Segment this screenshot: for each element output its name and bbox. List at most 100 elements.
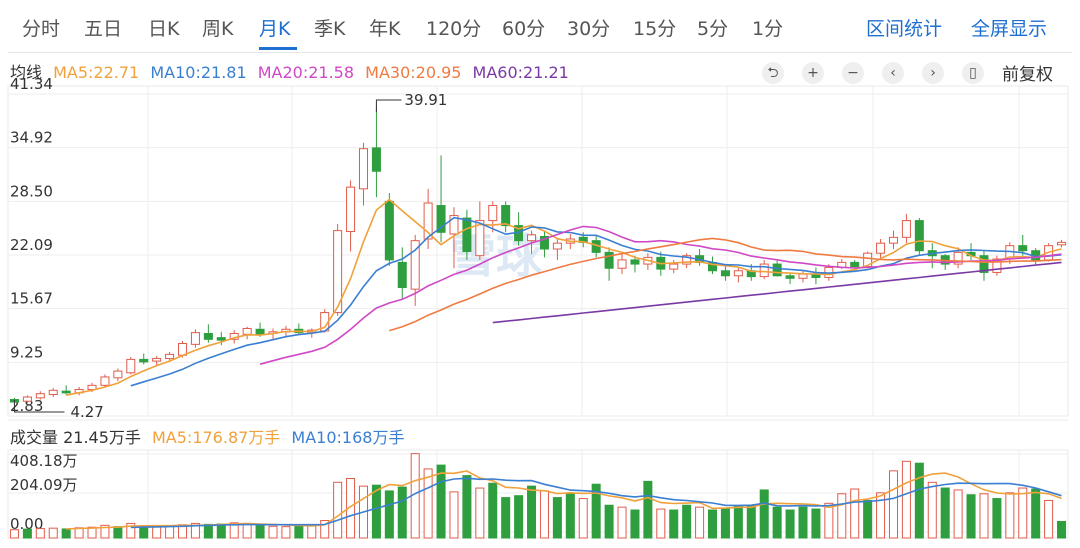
volume-bar [346, 477, 356, 539]
tab-wuri[interactable]: 五日 [84, 18, 123, 40]
candle-body [552, 242, 562, 250]
volume-bar [643, 480, 653, 539]
volume-bar [371, 484, 381, 539]
volume-bar [126, 522, 136, 539]
volume-bar [850, 488, 860, 539]
candle-body [953, 251, 963, 265]
candle-body [772, 263, 782, 277]
ma30-line [389, 237, 1062, 332]
candle-body [255, 328, 265, 335]
volume-bar [824, 502, 834, 539]
volume-bar [785, 509, 795, 539]
candle-body [333, 230, 343, 314]
tab-rik[interactable]: 日K [148, 18, 180, 40]
tab-5min[interactable]: 5分 [697, 18, 729, 40]
volume-bar [837, 493, 847, 539]
candle-body [979, 255, 989, 273]
candle-body [914, 220, 924, 252]
candle-body [371, 147, 381, 172]
price-tick-label: 41.34 [10, 75, 53, 93]
candle-body [759, 263, 769, 278]
tab-120min[interactable]: 120分 [426, 18, 482, 40]
volume-bar [811, 508, 821, 539]
candle-body [901, 220, 911, 238]
volume-bar [242, 522, 252, 539]
candle-body [488, 205, 498, 222]
volume-bar [578, 498, 588, 539]
ma5-line [66, 198, 1062, 396]
volume-bar [423, 468, 433, 539]
candle-body [720, 270, 730, 277]
tabs-divider [8, 52, 1072, 53]
volume-panel-frame [7, 449, 1069, 539]
tab-1min[interactable]: 1分 [752, 18, 784, 40]
volume-ma5-legend: MA5:176.87万手 [152, 428, 281, 447]
volume-bar [940, 487, 950, 539]
candle-body [617, 259, 627, 269]
candle-body [475, 220, 485, 257]
volume-bar [565, 493, 575, 539]
volume-bar [22, 528, 32, 539]
volume-legend: 成交量 21.45万手 MA5:176.87万手 MA10:168万手 [10, 424, 410, 448]
volume-bar [863, 499, 873, 539]
volume-bar [48, 527, 58, 539]
candle-body [449, 215, 459, 235]
scroll-right-icon[interactable]: › [922, 62, 944, 84]
volume-bar [281, 526, 291, 539]
volume-bar [746, 504, 756, 539]
tab-yuek[interactable]: 月K [259, 18, 291, 40]
zoom-out-icon[interactable]: − [842, 62, 864, 84]
ma20-legend: MA20:21.58 [257, 63, 355, 82]
tab-60min[interactable]: 60分 [502, 18, 546, 40]
tab-fenshi[interactable]: 分时 [22, 18, 61, 40]
ma60-line [492, 261, 1062, 324]
volume-bar [501, 497, 511, 539]
volume-bar [100, 524, 110, 539]
volume-bar [255, 524, 265, 539]
scroll-left-icon[interactable]: ‹ [882, 62, 904, 84]
period-tabs: 分时 五日 日K 周K 月K 季K 年K 120分 60分 30分 15分 5分… [0, 0, 1080, 56]
range-stats-link[interactable]: 区间统计 [866, 18, 943, 40]
fullscreen-link[interactable]: 全屏显示 [971, 18, 1048, 40]
candle-body [850, 261, 860, 268]
candle-body [539, 235, 549, 250]
tab-15min[interactable]: 15分 [633, 18, 677, 40]
volume-bar [294, 525, 304, 539]
volume-bar [656, 508, 666, 539]
candle-body [501, 205, 511, 227]
tab-30min[interactable]: 30分 [567, 18, 611, 40]
volume-bar [617, 506, 627, 539]
candle-body [397, 261, 407, 288]
volume-bar [1044, 499, 1054, 539]
volume-bar [229, 522, 239, 539]
candle-body [527, 234, 537, 242]
candle-body [346, 186, 356, 232]
tab-niank[interactable]: 年K [369, 18, 401, 40]
volume-bar [527, 485, 537, 539]
volume-bar [87, 526, 97, 539]
volume-bar [708, 509, 718, 539]
candle-body [410, 240, 420, 290]
candle-body [203, 332, 213, 340]
zoom-in-icon[interactable]: + [802, 62, 824, 84]
ma-legend-label: 均线 [10, 63, 43, 82]
volume-bar [152, 526, 162, 539]
adjust-mode-label[interactable]: 前复权 [1002, 65, 1053, 85]
volume-bar [268, 525, 278, 539]
high-marker [375, 99, 402, 112]
volume-bar [1018, 487, 1028, 539]
ma30-legend: MA30:20.95 [365, 63, 462, 82]
reset-icon[interactable]: ⮌ [762, 62, 784, 84]
volume-bar [630, 509, 640, 539]
tab-zhouk[interactable]: 周K [202, 18, 234, 40]
candle-body [798, 273, 808, 279]
candle-type-icon[interactable]: ▯ [962, 62, 984, 84]
tab-jik[interactable]: 季K [314, 18, 346, 40]
volume-bar [1005, 492, 1015, 539]
volume-ma10-line [130, 477, 1062, 529]
volume-bar [397, 486, 407, 539]
volume-bar [139, 525, 149, 539]
candle-body [992, 258, 1002, 273]
volume-bar [539, 490, 549, 539]
